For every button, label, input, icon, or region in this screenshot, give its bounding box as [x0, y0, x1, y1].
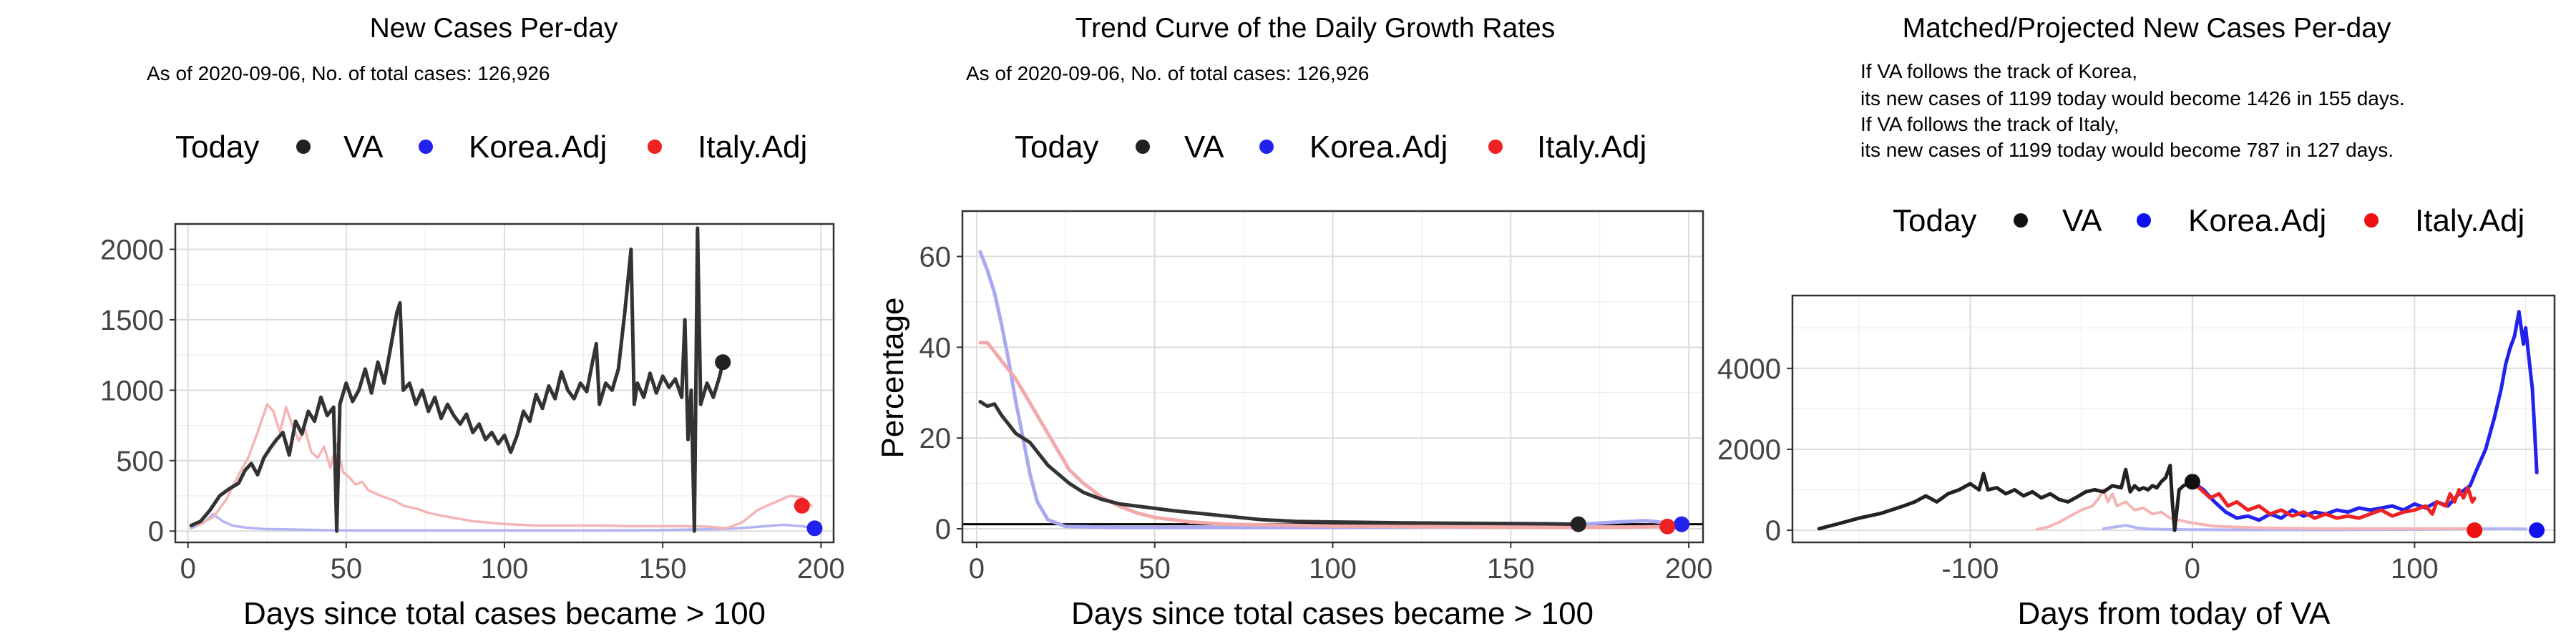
panel-2-subtitle: As of 2020-09-06, No. of total cases: 12…	[966, 62, 1369, 84]
legend-title: Today	[175, 130, 259, 165]
panel-3-series	[1817, 310, 2539, 532]
series-line-korea-adj	[190, 512, 816, 532]
annotation-line: If VA follows the track of Korea,	[1860, 60, 2137, 82]
panel-2-today-points	[1570, 516, 1690, 535]
y-tick-label: 0	[1765, 515, 1781, 547]
series-line-italy-adj-matched	[2035, 488, 2477, 531]
today-point-italy-adj	[794, 497, 810, 514]
legend-key-va	[296, 140, 311, 154]
legend-key-italy	[1488, 140, 1503, 154]
panel-3-plot-frame	[1791, 294, 2556, 544]
y-tick-label: 1500	[100, 305, 164, 336]
series-line-korea-adj	[2190, 310, 2539, 522]
today-point-va	[1570, 516, 1586, 532]
x-tick-label: 100	[1309, 553, 1357, 585]
panel-2-legend: Today VA Korea.Adj Italy.Adj	[1015, 130, 1646, 165]
panel-1-grid	[175, 224, 834, 542]
y-tick-label: 40	[919, 332, 952, 364]
x-tick-label: 150	[1487, 553, 1535, 585]
legend-title: Today	[1015, 130, 1098, 165]
x-tick-label: 0	[2185, 553, 2200, 585]
legend-label-korea: Korea.Adj	[2188, 203, 2326, 238]
x-tick-label: 50	[1138, 553, 1171, 585]
y-tick-label: 20	[919, 423, 952, 454]
panel-growth-rates: Trend Curve of the Daily Growth Rates As…	[875, 13, 1712, 631]
series-line-italy-adj	[978, 341, 1669, 530]
legend-label-va: VA	[343, 130, 384, 165]
legend-key-korea	[419, 140, 433, 154]
legend-title: Today	[1893, 203, 1976, 238]
panel-2-grid	[962, 210, 1703, 542]
legend-key-italy	[2364, 213, 2379, 228]
x-tick-label: 100	[481, 553, 529, 585]
panel-1-x-axis-label: Days since total cases became > 100	[243, 596, 766, 631]
panel-2-x-axis-label: Days since total cases became > 100	[1071, 596, 1594, 631]
y-tick-label: 500	[116, 446, 164, 477]
annotation-line: its new cases of 1199 today would become…	[1860, 139, 2394, 161]
legend-label-korea: Korea.Adj	[1309, 130, 1448, 165]
x-tick-label: 0	[969, 553, 985, 585]
panel-new-cases: New Cases Per-day As of 2020-09-06, No. …	[100, 13, 845, 631]
x-tick-label: 50	[331, 553, 363, 585]
y-tick-label: 2000	[1717, 434, 1781, 466]
y-tick-label: 0	[935, 514, 951, 545]
y-tick-label: 0	[148, 516, 164, 547]
x-tick-label: 200	[797, 553, 845, 585]
series-line-italy-adj	[196, 403, 813, 530]
series-line-va	[978, 399, 1581, 527]
panel-3-annotation: If VA follows the track of Korea, its ne…	[1860, 60, 2405, 161]
panel-3-legend: Today VA Korea.Adj Italy.Adj	[1893, 203, 2524, 238]
y-tick-label: 60	[919, 241, 952, 273]
legend-label-italy: Italy.Adj	[1537, 130, 1646, 165]
panel-2-y-axis-label: Percentage	[875, 297, 910, 458]
panel-1-legend: Today VA Korea.Adj Italy.Adj	[175, 130, 807, 165]
x-tick-label: 200	[1665, 553, 1713, 585]
today-point-italy-adj	[1659, 518, 1676, 535]
x-tick-label: 0	[180, 553, 196, 585]
legend-label-korea: Korea.Adj	[469, 130, 607, 165]
panel-3-today-points	[2184, 474, 2545, 539]
y-tick-label: 4000	[1717, 353, 1781, 385]
y-tick-label: 1000	[100, 375, 164, 406]
today-point-korea-adj	[806, 520, 823, 537]
today-point-va	[2184, 474, 2200, 490]
legend-label-va: VA	[2062, 203, 2102, 238]
panel-3-title: Matched/Projected New Cases Per-day	[1903, 13, 2391, 44]
legend-label-va: VA	[1184, 130, 1224, 165]
annotation-line: its new cases of 1199 today would become…	[1860, 87, 2405, 109]
annotation-line: If VA follows the track of Italy,	[1860, 113, 2119, 135]
today-point-italy-adj	[2467, 522, 2483, 539]
panel-2-tick-labels: 0 50 100 150 200 0 20 40 60	[919, 241, 1713, 585]
panel-1-series	[189, 226, 816, 533]
legend-key-va	[2014, 213, 2028, 228]
today-point-korea-adj	[2529, 522, 2545, 539]
panel-projected-cases: Matched/Projected New Cases Per-day If V…	[1717, 13, 2556, 631]
legend-label-italy: Italy.Adj	[2415, 203, 2524, 238]
panel-2-series	[962, 250, 1703, 530]
series-line-korea-adj	[978, 250, 1687, 530]
y-tick-label: 2000	[100, 234, 164, 265]
x-tick-label: 100	[2391, 553, 2439, 585]
legend-label-italy: Italy.Adj	[698, 130, 807, 165]
panel-2-title: Trend Curve of the Daily Growth Rates	[1075, 13, 1555, 44]
today-point-va	[715, 354, 731, 371]
x-tick-label: -100	[1941, 553, 1999, 585]
legend-key-korea	[2137, 213, 2151, 228]
panel-1-subtitle: As of 2020-09-06, No. of total cases: 12…	[147, 62, 550, 84]
x-tick-label: 150	[639, 553, 687, 585]
panel-1-title: New Cases Per-day	[370, 13, 618, 44]
series-line-va	[1817, 464, 2195, 532]
today-point-korea-adj	[1674, 516, 1690, 532]
panel-3-x-axis-label: Days from today of VA	[2018, 596, 2331, 631]
legend-key-va	[1136, 140, 1150, 154]
legend-key-italy	[648, 140, 662, 154]
series-line-italy-adj	[2190, 479, 2477, 520]
legend-key-korea	[1259, 140, 1274, 154]
panel-1-today-points	[715, 354, 823, 537]
series-line-va	[189, 226, 725, 533]
